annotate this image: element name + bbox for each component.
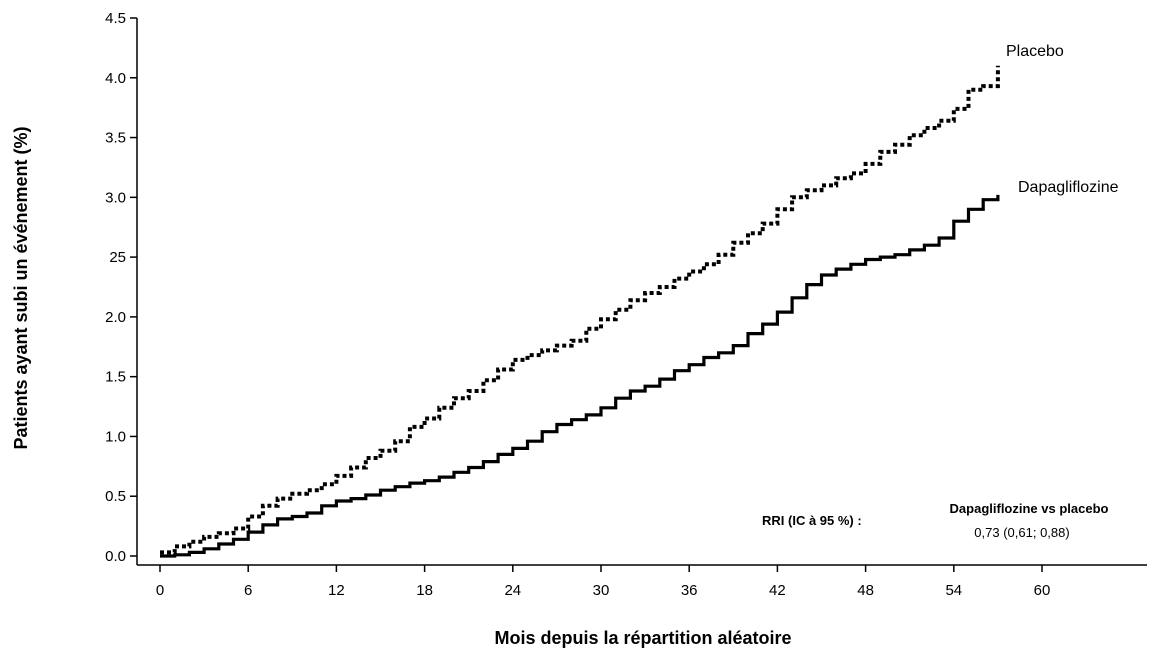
x-tick-label: 24 bbox=[504, 582, 521, 599]
series-label-dapagliflozine: Dapagliflozine bbox=[1018, 179, 1119, 196]
x-ticks: 0 6 12 18 24 30 36 42 48 54 60 bbox=[156, 565, 1051, 599]
axes bbox=[136, 18, 1147, 566]
y-tick-label: 3.0 bbox=[105, 189, 126, 206]
series-line-dapagliflozine bbox=[160, 194, 1000, 558]
y-ticks: 0.0 0.5 1.0 1.5 2.0 25 3.0 3.5 4.0 4.5 bbox=[105, 10, 137, 565]
y-tick-label: 25 bbox=[109, 249, 126, 266]
x-tick-label: 42 bbox=[769, 582, 786, 599]
y-tick-label: 0.0 bbox=[105, 548, 126, 565]
y-tick-label: 1.5 bbox=[105, 369, 126, 386]
y-tick-label: 1.0 bbox=[105, 428, 126, 445]
x-tick-label: 6 bbox=[244, 582, 252, 599]
series-label-placebo: Placebo bbox=[1006, 43, 1064, 60]
x-tick-label: 36 bbox=[681, 582, 698, 599]
y-tick-label: 4.5 bbox=[105, 10, 126, 27]
x-axis-title: Mois depuis la répartition aléatoire bbox=[494, 628, 791, 648]
y-axis-title: Patients ayant subi un événement (%) bbox=[11, 126, 31, 449]
y-tick-label: 0.5 bbox=[105, 488, 126, 505]
x-tick-label: 60 bbox=[1034, 582, 1051, 599]
labels-layer: Placebo Dapagliflozine RRI (IC à 95 %) :… bbox=[11, 43, 1119, 648]
annotation-comparison-label: Dapagliflozine vs placebo bbox=[950, 501, 1109, 516]
y-tick-label: 4.0 bbox=[105, 70, 126, 87]
x-tick-label: 18 bbox=[416, 582, 433, 599]
y-tick-label: 2.0 bbox=[105, 309, 126, 326]
series-layer bbox=[160, 65, 1000, 558]
x-tick-label: 12 bbox=[328, 582, 345, 599]
x-tick-label: 30 bbox=[593, 582, 610, 599]
x-tick-label: 48 bbox=[857, 582, 874, 599]
annotation-rri-label: RRI (IC à 95 %) : bbox=[762, 513, 862, 528]
annotation-comparison-value: 0,73 (0,61; 0,88) bbox=[974, 525, 1069, 540]
y-tick-label: 3.5 bbox=[105, 130, 126, 147]
series-line-placebo bbox=[160, 65, 1000, 555]
x-tick-label: 0 bbox=[156, 582, 164, 599]
x-tick-label: 54 bbox=[945, 582, 962, 599]
